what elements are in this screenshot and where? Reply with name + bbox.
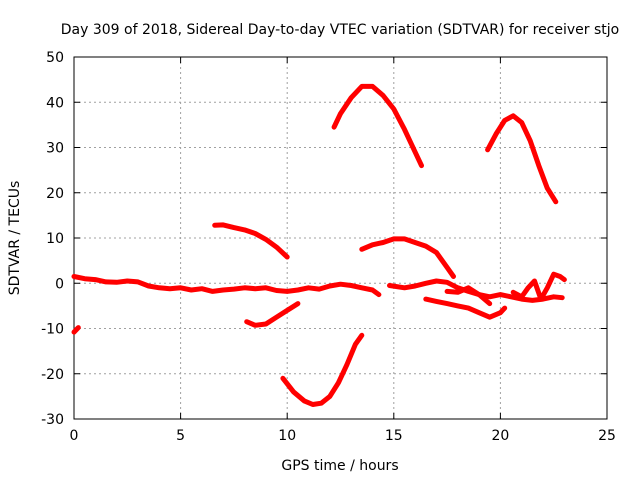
x-tick-label: 5 <box>176 428 185 444</box>
series-line-arc-12 <box>510 271 567 302</box>
x-tick-label: 10 <box>278 428 296 444</box>
series-line-arc-02 <box>71 274 382 298</box>
x-tick-label: 0 <box>70 428 79 444</box>
y-tick-label: -10 <box>41 322 64 338</box>
series-line-arc-06 <box>331 83 424 169</box>
y-tick-label: 20 <box>46 186 64 202</box>
x-tick-label: 15 <box>385 428 403 444</box>
series-line-arc-11 <box>485 113 559 205</box>
y-tick-label: 30 <box>46 141 64 157</box>
chart-title: Day 309 of 2018, Sidereal Day-to-day VTE… <box>61 22 619 38</box>
y-tick-label: 10 <box>46 231 64 247</box>
series-line-arc-05 <box>280 332 365 407</box>
series-line-arc-10 <box>444 285 493 307</box>
y-axis-label: SDTVAR / TECUs <box>7 181 23 296</box>
series-line-arc-09 <box>423 296 508 320</box>
axis-ticks: 0 5 10 15 20 25 -30 -20 -10 0 10 20 30 40 50 <box>41 50 616 444</box>
x-axis-label: GPS time / hours <box>281 458 398 474</box>
series-line-arc-03 <box>212 222 290 260</box>
y-tick-label: 50 <box>46 50 64 66</box>
y-tick-label: -30 <box>41 412 64 428</box>
y-tick-label: 40 <box>46 95 64 111</box>
y-tick-label: 0 <box>55 276 64 292</box>
series-line-arc-01 <box>71 325 81 335</box>
data-series <box>71 83 567 407</box>
series-line-arc-04 <box>244 301 301 328</box>
series-line-arc-07 <box>359 236 456 279</box>
y-tick-label: -20 <box>41 367 64 383</box>
x-tick-label: 25 <box>598 428 616 444</box>
x-tick-label: 20 <box>491 428 509 444</box>
